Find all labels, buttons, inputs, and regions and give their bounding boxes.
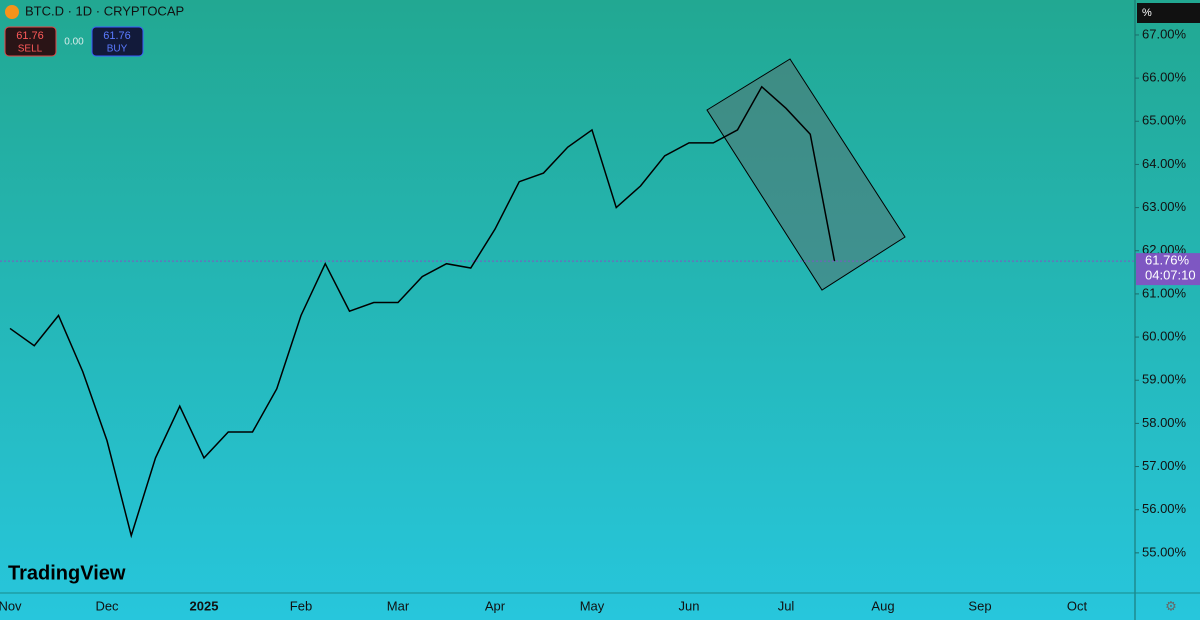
unit-box — [1137, 3, 1200, 23]
x-tick-label: Nov — [0, 598, 22, 613]
y-tick-label: 65.00% — [1142, 113, 1187, 128]
x-tick-label: Jun — [679, 598, 700, 613]
x-tick-label: May — [580, 598, 605, 613]
y-tick-label: 55.00% — [1142, 544, 1187, 559]
x-tick-label: Sep — [968, 598, 991, 613]
sell-price: 61.76 — [16, 30, 44, 42]
unit-label: % — [1142, 7, 1152, 19]
coin-icon — [5, 5, 19, 19]
last-price-box — [1136, 253, 1200, 286]
buy-button[interactable] — [91, 26, 144, 57]
x-tick-label: Jul — [778, 598, 795, 613]
buy-label: BUY — [107, 44, 128, 55]
sell-label: SELL — [18, 44, 43, 55]
price-line — [9, 85, 836, 539]
buy-price: 61.76 — [103, 30, 131, 42]
x-tick-label: Aug — [871, 598, 894, 613]
x-tick-label: Feb — [290, 598, 312, 613]
x-tick-label: 2025 — [190, 598, 219, 613]
y-tick-label: 67.00% — [1142, 26, 1187, 41]
y-tick-label: 59.00% — [1142, 372, 1187, 387]
y-tick-label: 60.00% — [1142, 329, 1187, 344]
y-tick-label: 56.00% — [1142, 501, 1187, 516]
sell-button[interactable] — [4, 26, 57, 57]
last-price-label: 61.76% — [1145, 253, 1190, 268]
y-tick-label: 61.00% — [1142, 285, 1187, 300]
rectangle-drawing[interactable] — [706, 58, 906, 291]
x-tick-label: Oct — [1067, 598, 1088, 613]
settings-icon[interactable]: ⚙ — [1165, 598, 1177, 613]
symbol-title[interactable]: BTC.D · 1D · CRYPTOCAP — [25, 3, 184, 18]
countdown: 04:07:10 — [1145, 268, 1196, 283]
y-tick-label: 64.00% — [1142, 156, 1187, 171]
y-tick-label: 58.00% — [1142, 415, 1187, 430]
x-tick-label: Mar — [387, 598, 410, 613]
y-tick-label: 63.00% — [1142, 199, 1187, 214]
logo: TradingView — [8, 562, 126, 584]
y-tick-label: 57.00% — [1142, 458, 1187, 473]
spread: 0.00 — [64, 37, 84, 48]
x-tick-label: Apr — [485, 598, 506, 613]
y-tick-label: 66.00% — [1142, 70, 1187, 85]
x-tick-label: Dec — [95, 598, 119, 613]
